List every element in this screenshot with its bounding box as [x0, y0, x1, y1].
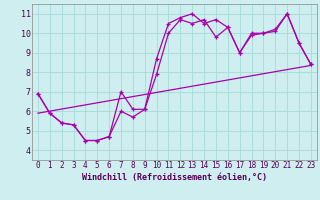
X-axis label: Windchill (Refroidissement éolien,°C): Windchill (Refroidissement éolien,°C) [82, 173, 267, 182]
